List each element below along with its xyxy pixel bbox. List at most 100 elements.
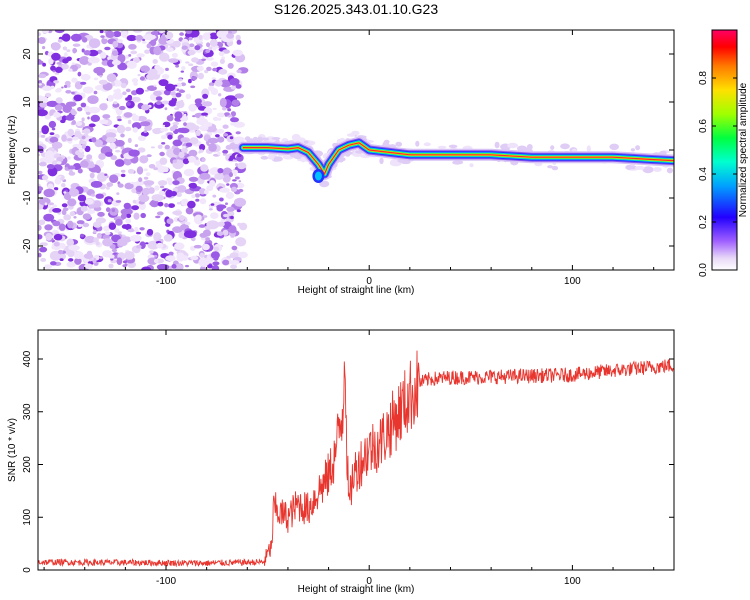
noise-speck [178,89,186,93]
noise-speck [209,180,216,188]
noise-speck [222,106,227,111]
noise-speck [111,50,119,56]
noise-speck [224,112,230,116]
noise-speck [70,33,82,42]
noise-speck [235,84,242,89]
noise-speck [237,162,247,170]
y-tick-label: 100 [22,508,33,525]
noise-speck [167,134,173,140]
noise-speck [65,101,77,107]
noise-speck [164,107,168,111]
ridge-halo-speck [423,142,431,147]
noise-speck [164,83,176,92]
noise-speck [226,183,230,186]
noise-speck [155,96,163,101]
noise-speck [233,121,246,128]
noise-speck [212,194,217,198]
noise-speck [230,111,236,117]
noise-speck [143,176,149,180]
noise-speck [108,254,115,259]
noise-speck [72,43,81,47]
noise-speck [104,46,111,51]
noise-speck [120,253,128,259]
noise-speck [61,203,68,208]
noise-speck [44,224,53,231]
noise-speck [55,97,63,104]
noise-speck [205,237,211,241]
noise-speck [164,203,169,208]
noise-speck [38,95,44,100]
ridge-halo-speck [635,145,641,151]
ridge-halo-speck [666,167,674,174]
noise-speck [182,158,190,165]
ridge-halo-speck [297,137,306,143]
noise-speck [114,228,120,233]
noise-speck [127,94,133,100]
noise-speck [165,47,174,52]
noise-speck [191,30,200,38]
noise-speck [233,172,237,177]
ridge-halo-speck [319,180,330,188]
noise-speck [120,213,127,220]
noise-speck [156,242,164,249]
noise-speck [94,139,103,148]
noise-speck [183,230,197,239]
noise-speck [87,106,101,114]
noise-speck [229,155,234,161]
noise-speck [99,30,104,34]
noise-speck [62,207,69,212]
noise-speck [38,186,44,192]
noise-speck [83,105,91,113]
noise-speck [69,169,73,173]
noise-speck [141,187,151,195]
ridge-halo-speck [547,165,553,169]
noise-speck [175,92,182,98]
noise-speck [110,142,115,146]
noise-speck [160,30,165,33]
noise-speck [206,42,211,48]
noise-speck [183,122,187,126]
ridge-halo-speck [507,142,519,149]
noise-speck [164,31,174,40]
noise-speck [143,168,148,172]
noise-speck [117,62,128,71]
noise-speck [216,204,227,209]
noise-speck [153,46,162,56]
noise-speck [181,198,189,206]
noise-speck [238,251,248,259]
noise-speck [120,169,126,173]
noise-speck [73,216,77,219]
noise-speck [142,38,146,42]
y-tick-label: 300 [22,403,33,420]
noise-speck [161,142,166,145]
noise-speck [125,88,131,93]
noise-speck [165,189,173,198]
noise-speck [235,131,241,135]
ridge-halo-speck [635,165,645,170]
noise-speck [38,170,43,175]
noise-speck [184,221,191,225]
noise-speck [67,84,71,88]
noise-speck [146,154,152,158]
x-tick-label: 0 [366,576,372,587]
noise-speck [153,84,157,87]
noise-speck [84,263,93,270]
noise-speck [134,226,138,231]
noise-speck [133,81,138,86]
noise-speck [99,75,103,78]
noise-speck [103,225,110,232]
noise-speck [87,116,90,120]
noise-speck [127,168,135,174]
noise-speck [207,137,219,144]
noise-speck [205,126,217,133]
noise-speck [115,80,122,87]
noise-speck [133,212,140,220]
ridge-halo-speck [244,136,251,142]
noise-speck [140,212,146,219]
ridge-halo-speck [448,144,458,149]
noise-speck [61,63,69,70]
snr-x-axis-label: Height of straight line (km) [298,584,415,595]
noise-speck [172,94,177,99]
noise-speck [80,233,84,238]
noise-speck [176,82,183,88]
